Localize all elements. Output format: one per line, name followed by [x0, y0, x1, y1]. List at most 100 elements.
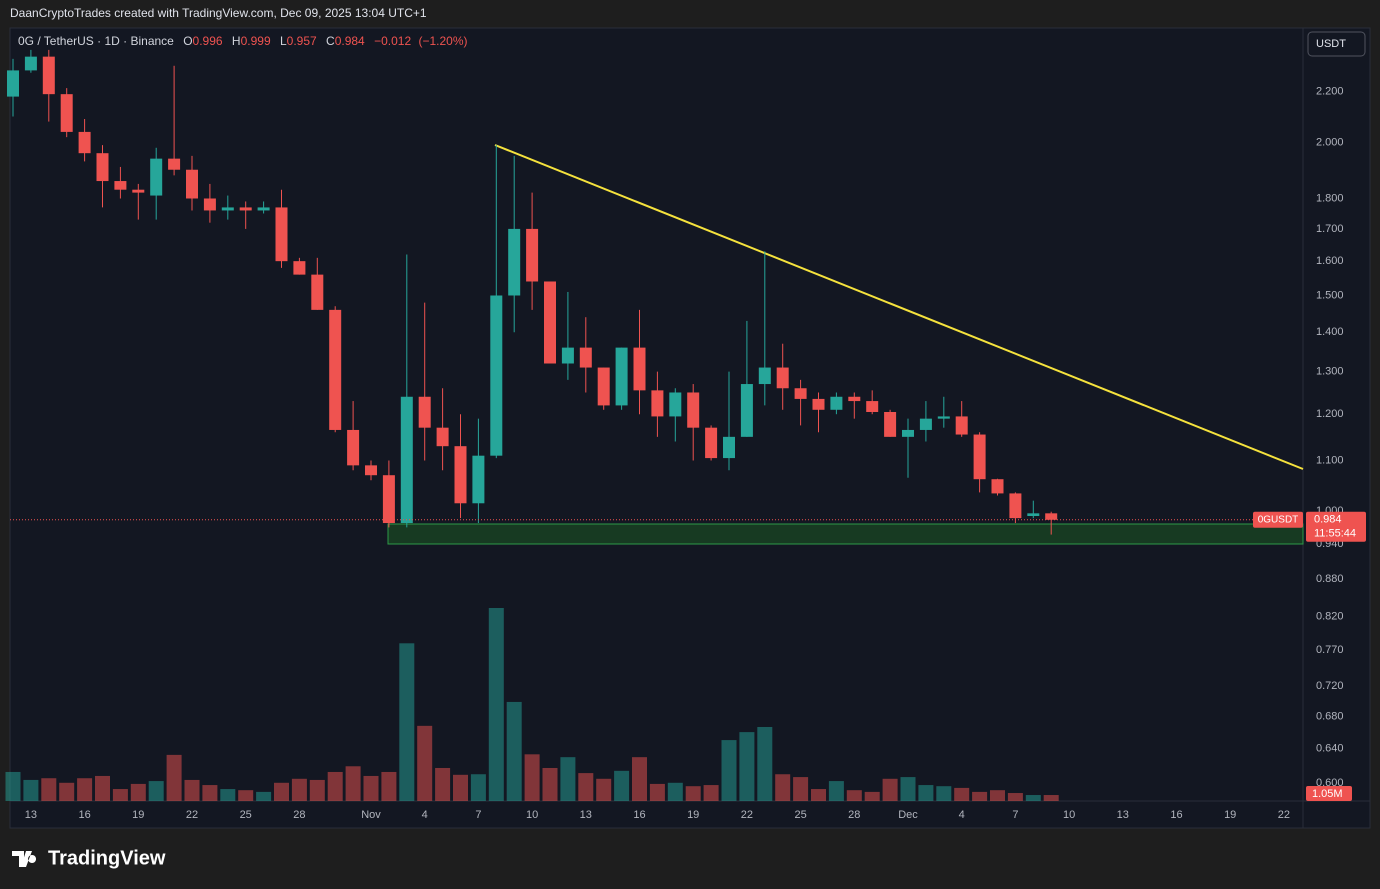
- volume-bar: [77, 778, 93, 801]
- symbol-label-bg: [1253, 511, 1303, 528]
- x-tick-label: 13: [25, 809, 37, 821]
- volume-bar: [238, 790, 254, 801]
- volume-bar: [739, 732, 755, 801]
- x-tick-label: 28: [293, 809, 305, 821]
- volume-bar: [828, 781, 844, 801]
- candle-body: [561, 347, 574, 364]
- marks: 2.200 2.000 1.800 1.700 1.600 1.500 1.400 1.300…: [5, 49, 1344, 821]
- legend-value: 0.984: [335, 34, 365, 48]
- volume-bar: [596, 778, 612, 801]
- volume-bar: [184, 779, 200, 801]
- candle-body: [400, 396, 413, 524]
- candle-body: [60, 94, 73, 132]
- candle-body: [472, 455, 485, 504]
- candle-body: [812, 398, 825, 410]
- volume-bar: [972, 791, 988, 801]
- y-tick-label: 1.800: [1316, 192, 1344, 204]
- x-tick-label: 7: [1012, 809, 1018, 821]
- volume-label-bg: [1306, 786, 1352, 801]
- price-label-bg: [1306, 511, 1366, 542]
- volume-bar: [202, 785, 218, 801]
- volume-bar: [112, 789, 128, 801]
- candle-body: [221, 207, 234, 211]
- candle-body: [186, 169, 198, 199]
- y-tick-label: 0.600: [1316, 777, 1344, 789]
- volume-bar: [954, 787, 970, 801]
- volume-bar: [453, 774, 468, 801]
- x-tick-label: 13: [1117, 809, 1129, 821]
- volume-bar: [327, 771, 343, 801]
- x-tick-label: 10: [1063, 809, 1075, 821]
- x-tick-label: Nov: [361, 809, 381, 821]
- legend: 0G / TetherUS · 1D · Binance O0.996 H0.9…: [18, 34, 468, 48]
- candle-body: [776, 367, 789, 389]
- candle-body: [132, 189, 145, 193]
- candle-body: [544, 281, 556, 364]
- candle-body: [973, 434, 986, 480]
- candle-body: [168, 158, 181, 170]
- candle-body: [955, 416, 968, 435]
- candle-body: [723, 436, 735, 459]
- currency-label[interactable]: USDT: [1316, 38, 1346, 50]
- candle-body: [579, 347, 592, 368]
- x-tick-label: 28: [848, 809, 860, 821]
- candle-body: [1045, 513, 1058, 520]
- volume-bar: [578, 773, 594, 801]
- candle-body: [651, 390, 664, 417]
- countdown-label: 11:55:44: [1314, 528, 1356, 540]
- candle-body: [740, 384, 753, 437]
- currency-button[interactable]: [1307, 31, 1366, 57]
- volume-bar: [757, 726, 773, 801]
- volume-bar: [864, 791, 880, 801]
- x-tick-label: 13: [580, 809, 592, 821]
- candle-body: [902, 429, 914, 437]
- legend-value: 0.999: [241, 34, 271, 48]
- candle-body: [597, 367, 610, 406]
- candle-body: [24, 56, 37, 71]
- legend-value: 0.996: [193, 34, 223, 48]
- volume-bar: [309, 779, 325, 801]
- volume-bar: [256, 791, 272, 801]
- candle-body: [490, 295, 503, 456]
- volume-bar: [166, 754, 182, 801]
- y-tick-label: 1.500: [1316, 289, 1344, 301]
- volume-bar: [506, 701, 522, 801]
- volume-bar: [918, 785, 934, 801]
- candle-body: [239, 207, 252, 211]
- volume-bar: [363, 775, 379, 801]
- volume-bar: [291, 778, 307, 801]
- candle-body: [78, 131, 91, 154]
- candle-body: [937, 416, 950, 419]
- symbol-label: 0GUSDT: [1258, 514, 1299, 525]
- logo-icon: [12, 851, 37, 867]
- y-tick-label: 1.200: [1316, 408, 1344, 420]
- support-zone: [387, 523, 1304, 545]
- candle-body: [866, 401, 879, 412]
- candle-body: [1009, 493, 1022, 519]
- volume-bar: [399, 643, 415, 801]
- volume-bar: [703, 785, 719, 801]
- legend-key: O: [183, 34, 192, 48]
- x-tick-label: 19: [1224, 809, 1236, 821]
- brand-logo: TradingView: [12, 847, 166, 869]
- y-tick-label: 1.600: [1316, 255, 1344, 267]
- volume-bar: [417, 725, 433, 801]
- attribution: DaanCryptoTrades created with TradingVie…: [10, 6, 427, 20]
- candle-body: [329, 309, 342, 430]
- volume-bar: [560, 757, 576, 801]
- y-tick-label: 0.820: [1316, 611, 1344, 623]
- candle-body: [114, 181, 127, 190]
- y-tick-label: 0.880: [1316, 573, 1344, 585]
- volume-bar: [793, 777, 809, 801]
- y-tick-label: 2.000: [1316, 136, 1344, 148]
- candle-body: [794, 388, 807, 399]
- x-tick-label: 22: [741, 809, 753, 821]
- x-tick-label: 22: [186, 809, 198, 821]
- y-tick-label: 1.300: [1316, 366, 1344, 378]
- candle-body: [615, 347, 628, 406]
- legend-value: 0.957: [287, 34, 317, 48]
- candle-body: [150, 158, 163, 196]
- candle-body: [454, 446, 467, 504]
- volume-bar: [470, 774, 486, 801]
